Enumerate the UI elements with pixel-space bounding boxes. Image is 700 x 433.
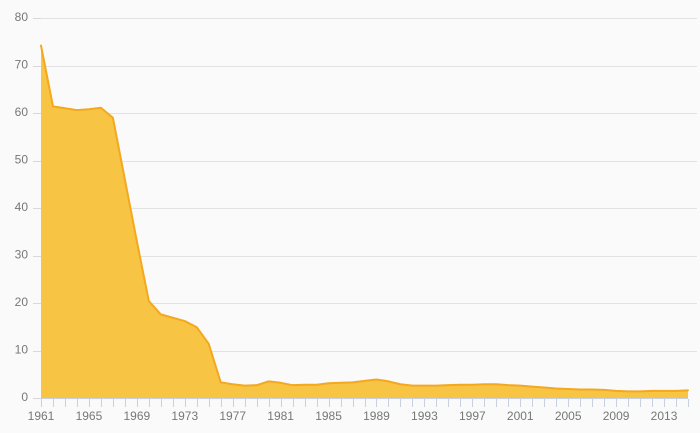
series-area-layer bbox=[40, 44, 689, 399]
y-axis-tick-label: 60 bbox=[15, 105, 29, 119]
x-axis-tick-label: 1965 bbox=[76, 409, 103, 423]
x-axis-tick-label: 1993 bbox=[411, 409, 438, 423]
y-axis-labels: 0 10 20 30 40 50 60 70 80 bbox=[15, 10, 29, 404]
y-tick-stubs bbox=[33, 18, 41, 399]
y-axis-tick-label: 10 bbox=[15, 343, 29, 357]
x-axis-tick-label: 1989 bbox=[363, 409, 390, 423]
y-axis-tick-label: 20 bbox=[15, 295, 29, 309]
x-axis-tick-label: 1973 bbox=[171, 409, 198, 423]
x-axis-tick-label: 1997 bbox=[459, 409, 486, 423]
y-axis-tick-label: 0 bbox=[21, 390, 28, 404]
x-axis-tick-label: 1981 bbox=[267, 409, 294, 423]
x-axis-tick-label: 1961 bbox=[28, 409, 55, 423]
y-axis-tick-label: 30 bbox=[15, 248, 29, 262]
y-axis-tick-label: 80 bbox=[15, 10, 29, 24]
series-line bbox=[40, 44, 689, 393]
y-axis-tick-label: 50 bbox=[15, 153, 29, 167]
series-area bbox=[41, 45, 688, 399]
x-axis-tick-label: 2005 bbox=[555, 409, 582, 423]
x-axis-tick-label: 1969 bbox=[124, 409, 151, 423]
y-axis-tick-label: 40 bbox=[15, 200, 29, 214]
x-tick-marks bbox=[41, 399, 689, 407]
x-axis-tick-label: 2001 bbox=[507, 409, 534, 423]
x-axis-tick-label: 2009 bbox=[603, 409, 630, 423]
x-axis-labels: 1961 1965 1969 1973 1977 1981 1985 1989 1993 1997… bbox=[28, 409, 678, 423]
y-axis-tick-label: 70 bbox=[15, 58, 29, 72]
x-axis-tick-label: 2013 bbox=[651, 409, 678, 423]
x-axis-tick-label: 1977 bbox=[219, 409, 246, 423]
x-axis-tick-label: 1985 bbox=[315, 409, 342, 423]
